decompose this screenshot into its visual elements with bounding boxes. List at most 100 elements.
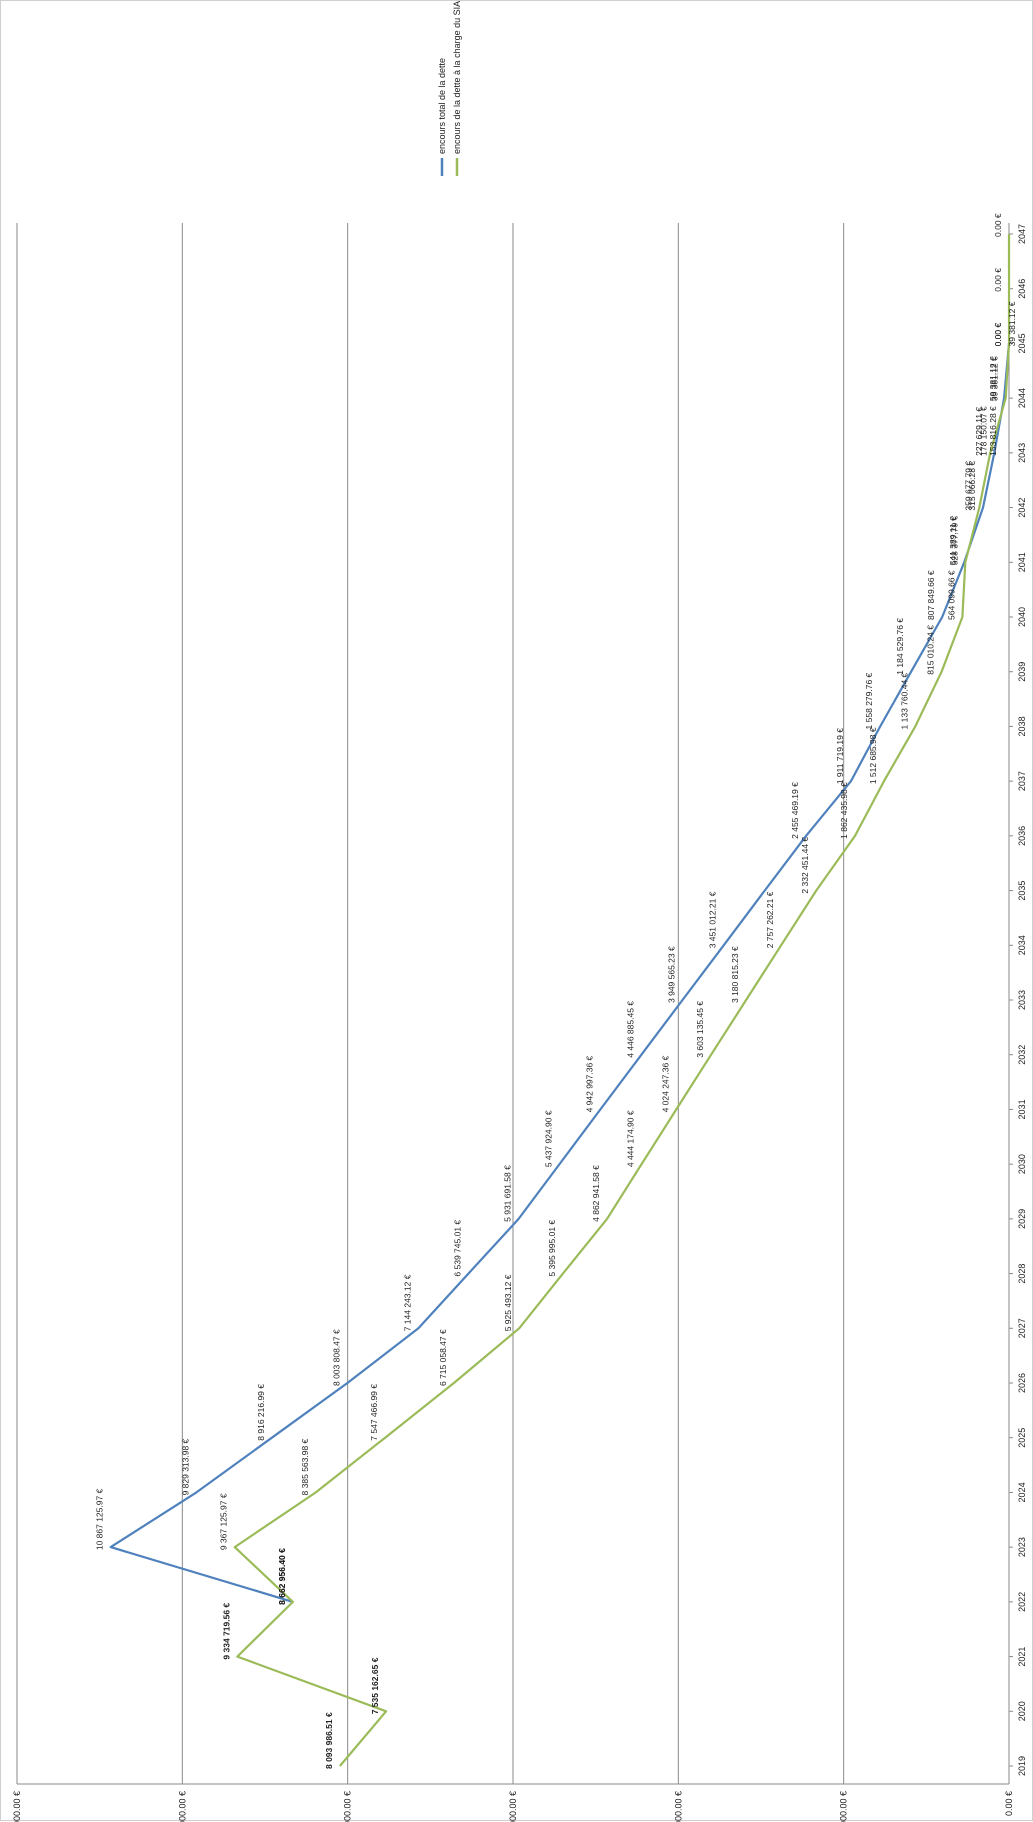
legend-entry: encours de la dette à la charge du SIAPI… [452,1,462,154]
data-label: 315 066.28 € [967,461,977,511]
data-label: 3 451 012.21 € [708,891,718,948]
data-label: 528 377.79 € [949,515,959,565]
data-label: 3 180 815.23 € [730,946,740,1003]
year-tick-label: 2028 [1017,1264,1027,1284]
data-label: 1 512 685.98 € [868,727,878,784]
data-label: 178 150.07 € [978,406,988,456]
data-label: 1 184 529.76 € [895,618,905,675]
data-label: 9 334 719.56 € [221,1603,231,1660]
data-label: 2 332 451.44 € [800,837,810,894]
legend: encours total de la dette encours de la d… [437,1,462,176]
data-label: 8 093 986.51 € [324,1712,334,1769]
data-label: 6 715 058.47 € [438,1329,448,1386]
year-tick-label: 2021 [1017,1647,1027,1667]
value-tick-label: 0.00 € [1004,1791,1014,1816]
data-label: 39 381.12 € [1007,301,1017,346]
data-label: 1 911 719.19 € [835,728,845,784]
year-tick-label: 2038 [1017,716,1027,736]
data-label: 153 816.28 € [988,406,998,456]
data-label: 3 603 135.45 € [695,1001,705,1058]
year-tick-label: 2043 [1017,443,1027,463]
data-label: 9 829 313.98 € [180,1438,190,1495]
data-label: 4 024 247.36 € [660,1055,670,1112]
data-label: 359 677.79 € [963,461,973,511]
series-lines [109,234,1011,1767]
data-label: 7 535 162.65 € [370,1657,380,1714]
year-tick-label: 2023 [1017,1537,1027,1557]
data-label: 39 381.12 € [990,356,1000,401]
year-tick-label: 2022 [1017,1592,1027,1612]
series-line-total [109,343,1011,1603]
year-tick-label: 2036 [1017,826,1027,846]
data-label: 8 662 956.40 € [277,1548,287,1605]
data-label: 9 367 125.97 € [219,1493,229,1550]
data-label: 5 925 493.12 € [503,1274,513,1331]
year-tick-label: 2034 [1017,935,1027,955]
data-label: 807 849.66 € [926,570,936,620]
data-label: 7 547 466.99 € [369,1384,379,1441]
year-tick-label: 2035 [1017,881,1027,901]
data-label: 541 389.11 € [948,516,958,565]
year-tick-label: 2039 [1017,662,1027,682]
year-tick-label: 2026 [1017,1373,1027,1393]
data-label: 4 444 174.90 € [626,1110,636,1167]
data-label: 10 867 125.97 € [95,1488,105,1550]
data-label: 2 455 469.19 € [790,782,800,839]
year-tick-label: 2020 [1017,1701,1027,1721]
data-label: 5 395 995.01 € [547,1220,557,1277]
data-label: 59 381.12 € [988,356,998,401]
data-label: 5 931 691.58 € [503,1165,513,1222]
year-tick-label: 2029 [1017,1209,1027,1229]
year-tick-label: 2030 [1017,1154,1027,1174]
gridlines [16,223,845,1784]
data-labels: 8 662 956.40 € 10 867 125.97 € 9 829 313.9… [95,213,1017,1769]
legend-entry: encours total de la dette [437,58,447,154]
data-label: 1 133 760.44 € [899,672,909,729]
data-label: 5 437 924.90 € [543,1110,553,1167]
data-label: 4 446 885.45 € [625,1001,635,1058]
data-label: 227 629.11 € [974,407,984,456]
data-label: 8 385 563.98 € [300,1438,310,1495]
year-tick-label: 2041 [1017,552,1027,572]
data-label: 0.00 € [993,268,1003,292]
year-tick-label: 2045 [1017,333,1027,353]
data-label: 2 757 262.21 € [765,891,775,948]
year-tick-label: 2037 [1017,771,1027,791]
year-tick-label: 2031 [1017,1099,1027,1119]
data-label: 8 916 216.99 € [256,1384,266,1441]
value-tick-label: 6 000 000.00 € [508,1791,518,1822]
year-tick-label: 2040 [1017,607,1027,627]
value-tick-label: 4 000 000.00 € [673,1791,683,1822]
data-label: 6 539 745.01 € [452,1220,462,1277]
year-tick-label: 2042 [1017,498,1027,518]
year-tick-label: 2027 [1017,1318,1027,1338]
value-tick-label: 8 000 000.00 € [343,1791,353,1822]
data-label: 0.00 € [993,213,1003,237]
value-tick-label: 2 000 000.00 € [839,1791,849,1822]
data-label: 0.00 € [993,323,1003,347]
value-tick-label: 12 000 000.00 € [12,1791,22,1822]
year-tick-label: 2044 [1017,388,1027,408]
value-tick-label: 10 000 000.00 € [177,1791,187,1822]
axes: 0.00 € 2 000 000.00 € 4 000 000.00 € 6 000 … [12,223,1027,1822]
data-label: 815 010.24 € [926,625,936,675]
data-label: 1 862 435.98 € [839,782,849,839]
year-tick-label: 2032 [1017,1045,1027,1065]
year-tick-label: 2047 [1017,224,1027,244]
data-label: 0.00 € [993,323,1003,347]
data-label: 3 949 565.23 € [667,946,677,1003]
data-label: 4 862 941.58 € [591,1165,601,1222]
year-tick-label: 2025 [1017,1428,1027,1448]
data-label: 8 003 808.47 € [331,1329,341,1386]
data-label: 4 942 997.36 € [584,1055,594,1112]
data-label: 1 558 279.76 € [864,672,874,729]
data-label: 7 144 243.12 € [402,1274,412,1331]
data-label: 8 662 956.40 € [277,1548,287,1605]
year-tick-label: 2019 [1017,1756,1027,1776]
year-tick-label: 2046 [1017,279,1027,299]
data-label: 564 099.66 € [946,570,956,620]
series-line-siapia [233,234,1011,1767]
year-tick-label: 2033 [1017,990,1027,1010]
